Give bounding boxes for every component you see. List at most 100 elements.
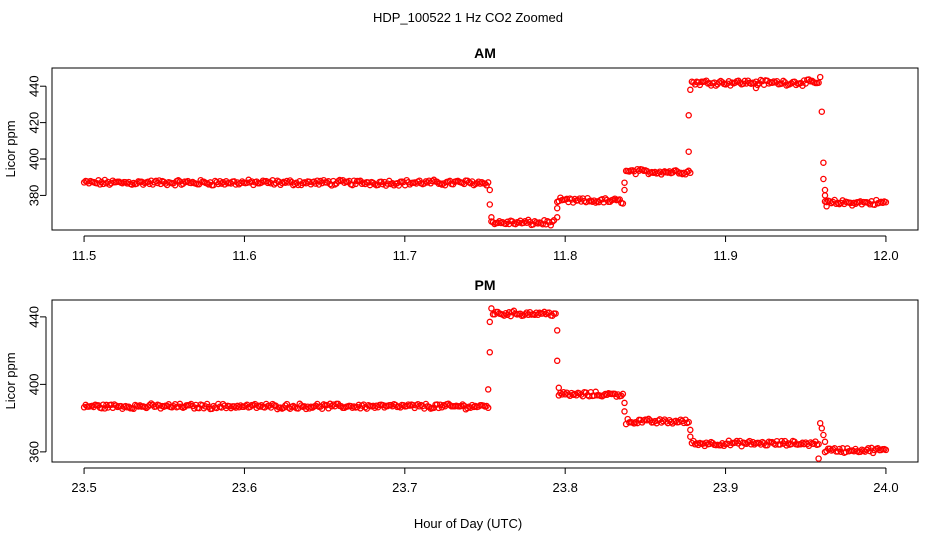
data-series <box>80 73 890 229</box>
data-point <box>645 415 652 423</box>
data-point <box>553 204 561 212</box>
data-point <box>752 84 760 92</box>
data-point <box>488 305 495 312</box>
data-point <box>816 73 824 81</box>
data-point <box>547 222 555 229</box>
data-point <box>286 177 294 184</box>
data-point <box>291 180 299 188</box>
data-point <box>818 425 826 432</box>
y-tick-label: 440 <box>27 75 42 97</box>
data-point <box>98 404 105 412</box>
data-point <box>395 182 403 189</box>
y-tick-label: 380 <box>27 185 42 207</box>
data-point <box>882 446 890 454</box>
data-point <box>230 178 238 185</box>
data-point <box>780 77 787 85</box>
panel-pm: PM Licor ppm 23.5 23.6 23.7 23.8 23.9 24.0 360 40… <box>3 277 919 495</box>
data-point <box>484 179 492 186</box>
x-axis-label: Hour of Day (UTC) <box>414 516 522 531</box>
data-point <box>246 403 254 411</box>
x-tick-label: 11.9 <box>713 248 737 263</box>
data-point <box>816 419 824 427</box>
y-tick-label: 400 <box>27 148 42 170</box>
x-tick-label: 11.7 <box>393 248 417 263</box>
data-point <box>555 384 563 392</box>
data-point <box>315 181 323 188</box>
x-tick-label: 24.0 <box>873 480 898 495</box>
data-point <box>685 112 692 119</box>
data-point <box>621 186 628 194</box>
data-point <box>616 196 623 203</box>
plot-frame <box>51 67 919 231</box>
data-point <box>507 312 514 320</box>
y-axis: 380 400 420 440 <box>27 75 47 206</box>
data-point <box>685 418 692 426</box>
data-series <box>80 305 890 462</box>
data-point <box>621 179 628 186</box>
data-point <box>602 195 609 202</box>
data-point <box>283 400 291 408</box>
data-point <box>820 159 827 166</box>
data-point <box>820 175 827 183</box>
data-point <box>818 108 826 115</box>
data-point <box>197 176 204 184</box>
y-tick-label: 360 <box>27 441 42 463</box>
data-point <box>687 86 694 94</box>
panel-title: AM <box>474 45 496 61</box>
x-tick-label: 12.0 <box>873 248 898 263</box>
y-tick-label: 420 <box>27 112 42 134</box>
data-point <box>815 455 822 462</box>
data-point <box>106 181 113 188</box>
data-point <box>549 218 556 225</box>
data-point <box>852 200 859 208</box>
data-point <box>879 199 886 207</box>
y-axis-label: Licor ppm <box>3 120 18 177</box>
data-point <box>592 388 599 396</box>
data-point <box>433 401 441 408</box>
data-point <box>101 405 109 412</box>
data-point <box>457 402 465 410</box>
data-point <box>821 186 829 194</box>
data-point <box>266 178 273 186</box>
data-point <box>539 220 546 228</box>
data-point <box>441 181 449 189</box>
data-point <box>621 408 628 415</box>
data-point <box>553 214 561 221</box>
data-point <box>484 386 492 393</box>
data-point <box>270 181 278 188</box>
y-tick-label: 440 <box>27 306 42 328</box>
x-tick-label: 11.8 <box>553 248 577 263</box>
x-tick-label: 11.5 <box>72 248 96 263</box>
x-tick-label: 23.6 <box>232 480 257 495</box>
data-point <box>821 192 829 199</box>
data-point <box>820 431 827 439</box>
panel-title: PM <box>475 277 496 293</box>
x-tick-label: 23.8 <box>553 480 578 495</box>
data-point <box>882 198 890 206</box>
data-point <box>435 404 442 412</box>
data-point <box>746 437 753 445</box>
data-point <box>687 433 694 440</box>
data-point <box>314 177 321 184</box>
x-axis: 23.5 23.6 23.7 23.8 23.9 24.0 <box>71 467 899 495</box>
y-tick-label: 400 <box>27 374 42 396</box>
data-point <box>619 200 627 207</box>
x-tick-label: 23.7 <box>392 480 417 495</box>
data-point <box>687 169 694 177</box>
data-point <box>685 148 692 155</box>
data-point <box>486 186 494 194</box>
data-point <box>553 357 561 365</box>
data-point <box>621 399 628 407</box>
y-axis-label: Licor ppm <box>3 352 18 409</box>
x-tick-label: 11.6 <box>232 248 256 263</box>
data-point <box>147 400 155 407</box>
data-point <box>488 214 495 221</box>
y-axis: 360 400 440 <box>27 306 47 463</box>
data-point <box>484 404 492 412</box>
data-point <box>687 426 694 434</box>
data-point <box>481 180 489 187</box>
data-point <box>520 219 527 227</box>
data-point <box>805 76 813 83</box>
